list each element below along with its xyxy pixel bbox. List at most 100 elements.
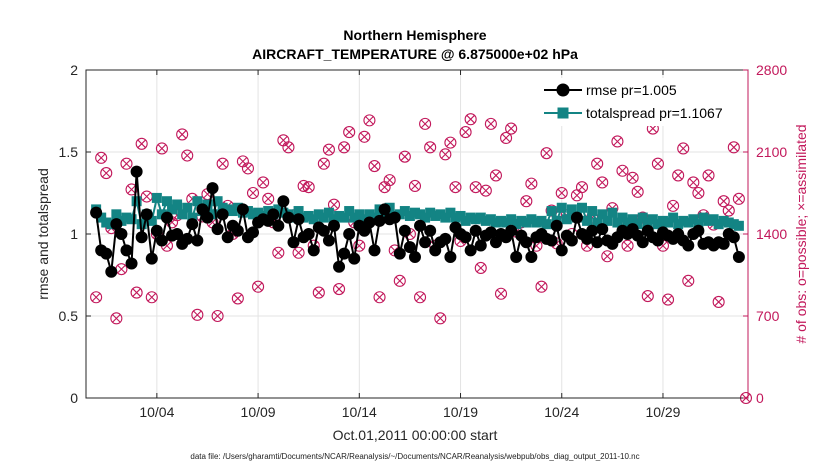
obs-possible-marker bbox=[484, 117, 497, 130]
obs-assimilated-marker bbox=[597, 178, 607, 187]
obs-count-point bbox=[717, 195, 730, 208]
rmse-point bbox=[110, 218, 123, 231]
y-tick-label: 2 bbox=[70, 62, 78, 78]
rmse-point bbox=[363, 216, 376, 229]
obs-count-point bbox=[262, 192, 275, 205]
obs-possible-marker bbox=[540, 147, 553, 160]
totalspread-point bbox=[490, 217, 501, 228]
obs-possible-marker bbox=[596, 176, 609, 189]
obs-count-point bbox=[338, 141, 351, 154]
totalspread-point bbox=[156, 209, 167, 220]
totalspread-point bbox=[126, 214, 137, 225]
obs-count-point bbox=[439, 148, 452, 161]
totalspread-point bbox=[556, 202, 567, 213]
obs-assimilated-marker bbox=[233, 294, 243, 303]
obs-possible-marker bbox=[211, 309, 224, 323]
totalspread-point bbox=[253, 207, 264, 218]
rmse-point bbox=[100, 247, 113, 260]
y2-tick-label: 2800 bbox=[756, 62, 787, 78]
rmse-point bbox=[186, 218, 199, 231]
obs-count-point bbox=[500, 131, 513, 144]
obs-count-point bbox=[479, 184, 492, 197]
obs-count-point bbox=[631, 185, 644, 198]
totalspread-point bbox=[339, 212, 350, 223]
rmse-point bbox=[130, 165, 143, 178]
totalspread-point bbox=[642, 217, 653, 228]
obs-assimilated-marker bbox=[526, 179, 536, 189]
obs-assimilated-marker bbox=[284, 142, 293, 152]
obs-possible-marker bbox=[135, 137, 148, 150]
totalspread-point bbox=[496, 215, 507, 226]
obs-assimilated-marker bbox=[370, 161, 379, 171]
obs-possible-marker bbox=[732, 192, 745, 205]
rmse-point bbox=[414, 219, 427, 232]
totalspread-point bbox=[430, 210, 441, 221]
totalspread-point bbox=[592, 217, 603, 228]
rmse-point bbox=[90, 206, 103, 219]
totalspread-point bbox=[409, 207, 420, 218]
totalspread-point bbox=[450, 212, 461, 223]
obs-count-point bbox=[322, 143, 335, 156]
obs-assimilated-marker bbox=[263, 194, 273, 204]
totalspread-point bbox=[364, 209, 375, 220]
obs-assimilated-marker bbox=[673, 171, 683, 180]
obs-count-point bbox=[434, 312, 447, 325]
totalspread-point bbox=[652, 219, 663, 230]
obs-count-point bbox=[424, 141, 437, 154]
obs-possible-marker bbox=[712, 295, 725, 308]
obs-assimilated-marker bbox=[182, 151, 192, 160]
rmse-point bbox=[591, 236, 604, 249]
obs-assimilated-marker bbox=[101, 168, 111, 178]
obs-assimilated-marker bbox=[344, 127, 354, 137]
rmse-point bbox=[570, 211, 583, 224]
obs-count-point bbox=[115, 263, 128, 276]
obs-count-point bbox=[145, 291, 158, 304]
totalspread-point bbox=[470, 214, 481, 225]
obs-possible-marker bbox=[333, 283, 346, 296]
obs-count-point bbox=[570, 189, 583, 202]
totalspread-point bbox=[273, 204, 284, 215]
rmse-point bbox=[333, 260, 346, 273]
obs-assimilated-marker bbox=[177, 130, 187, 139]
obs-assimilated-marker bbox=[157, 144, 167, 153]
obs-assimilated-marker bbox=[385, 175, 395, 185]
obs-assimilated-marker bbox=[91, 292, 101, 302]
obs-count-point bbox=[555, 186, 568, 200]
obs-possible-marker bbox=[130, 286, 143, 299]
obs-assimilated-marker bbox=[714, 297, 724, 307]
obs-possible-marker bbox=[327, 198, 341, 211]
obs-assimilated-marker bbox=[446, 138, 455, 148]
obs-assimilated-marker bbox=[521, 196, 531, 206]
obs-assimilated-marker bbox=[132, 288, 142, 297]
totalspread-point bbox=[602, 215, 613, 226]
totalspread-point bbox=[116, 215, 127, 226]
obs-assimilated-marker bbox=[213, 311, 222, 321]
rmse-point bbox=[267, 208, 280, 221]
obs-assimilated-marker bbox=[410, 181, 420, 191]
obs-assimilated-marker bbox=[294, 248, 303, 258]
rmse-point bbox=[135, 231, 148, 244]
obs-count-point bbox=[282, 141, 295, 154]
rmse-point bbox=[287, 236, 300, 249]
totalspread-point bbox=[323, 207, 334, 218]
rmse-point bbox=[596, 223, 609, 236]
obs-count-point bbox=[712, 295, 725, 308]
rmse-point bbox=[302, 228, 315, 240]
obs-count-point bbox=[732, 192, 745, 205]
totalspread-point bbox=[278, 207, 289, 218]
obs-count-point bbox=[449, 181, 462, 194]
rmse-point bbox=[636, 236, 649, 249]
obs-possible-marker bbox=[338, 141, 351, 154]
obs-assimilated-marker bbox=[729, 142, 739, 152]
totalspread-point bbox=[425, 207, 436, 218]
totalspread-point bbox=[673, 219, 684, 230]
obs-assimilated-marker bbox=[476, 263, 486, 273]
obs-possible-marker bbox=[363, 114, 376, 127]
obs-possible-marker bbox=[525, 177, 538, 190]
obs-count-point bbox=[155, 142, 168, 155]
totalspread-point bbox=[713, 219, 724, 230]
obs-count-point bbox=[241, 162, 255, 175]
totalspread-point bbox=[657, 215, 668, 226]
rmse-point bbox=[201, 211, 214, 224]
